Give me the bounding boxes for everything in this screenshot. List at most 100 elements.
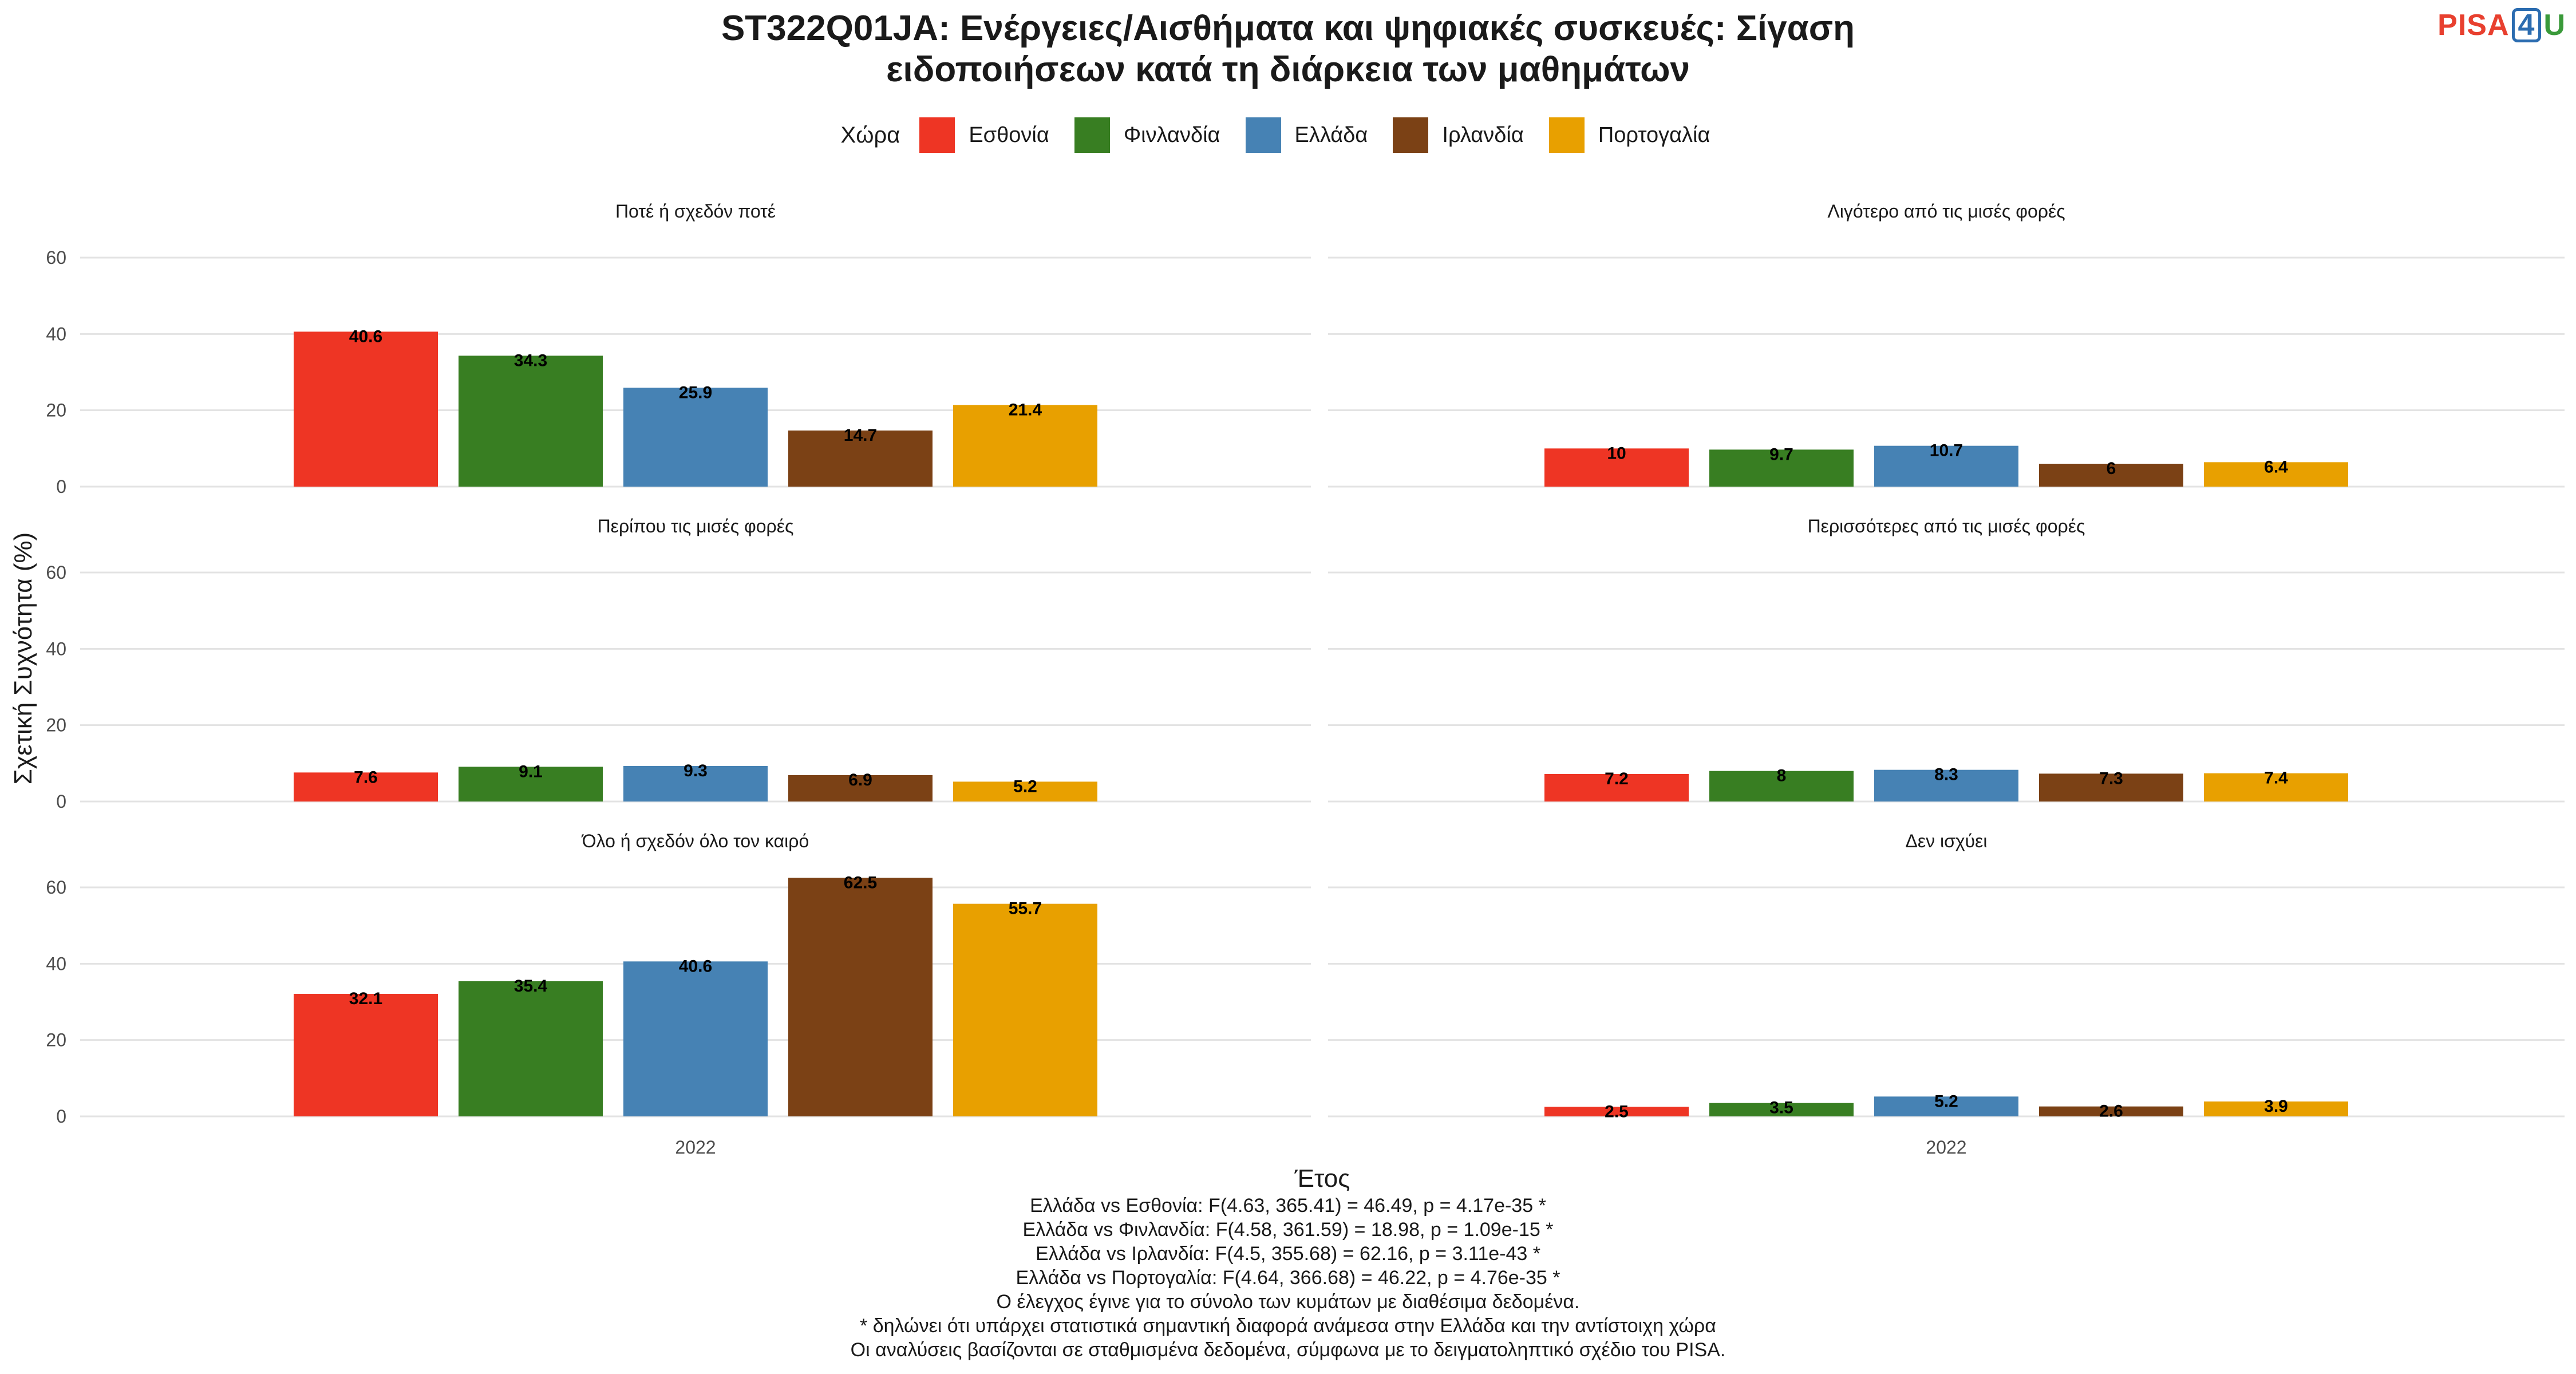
y-tick-label: 60 xyxy=(46,562,66,583)
y-tick-label: 40 xyxy=(46,638,66,659)
legend-item-1: Φινλανδία xyxy=(1074,117,1220,153)
y-tick-label: 60 xyxy=(46,247,66,268)
data-label: 40.6 xyxy=(679,957,712,976)
bar-series-0 xyxy=(1544,774,1689,802)
legend-item-0: Εσθονία xyxy=(919,117,1049,153)
legend-swatch xyxy=(1074,117,1110,153)
data-label: 10.7 xyxy=(1930,441,1963,460)
y-tick-label: 20 xyxy=(46,400,66,421)
data-label: 62.5 xyxy=(844,873,877,892)
legend-title: Χώρα xyxy=(840,122,900,148)
data-label: 9.7 xyxy=(1769,445,1793,464)
legend-label: Πορτογαλία xyxy=(1598,123,1710,147)
legend-swatch xyxy=(919,117,955,153)
data-label: 9.1 xyxy=(519,762,543,781)
note-line: Οι αναλύσεις βασίζονται σε σταθμισμένα δ… xyxy=(850,1339,1726,1361)
data-label: 32.1 xyxy=(349,989,382,1008)
y-tick-label: 20 xyxy=(46,1030,66,1051)
data-label: 25.9 xyxy=(679,383,712,402)
data-label: 55.7 xyxy=(1009,899,1042,918)
data-label: 7.3 xyxy=(2099,769,2123,788)
bar-series-3 xyxy=(788,878,933,1116)
x-tick-label: 2022 xyxy=(1926,1137,1966,1158)
bar-series-2 xyxy=(623,961,768,1116)
bar-series-4 xyxy=(2204,1101,2348,1116)
y-tick-label: 20 xyxy=(46,715,66,736)
data-label: 3.9 xyxy=(2264,1097,2288,1116)
panel-title: Περίπου τις μισές φορές xyxy=(598,516,794,536)
panel-title: Περισσότερες από τις μισές φορές xyxy=(1808,516,2085,536)
bar-series-2 xyxy=(1874,1096,2018,1116)
y-tick-label: 0 xyxy=(56,476,66,497)
legend-item-4: Πορτογαλία xyxy=(1548,117,1710,153)
note-line: Ελλάδα vs Εσθονία: F(4.63, 365.41) = 46.… xyxy=(1030,1195,1546,1217)
chart-title: ST322Q01JA: Ενέργειες/Αισθήματα και ψηφι… xyxy=(315,8,2261,90)
legend-label: Ελλάδα xyxy=(1294,123,1368,147)
bar-series-3 xyxy=(2039,773,2183,802)
bar-series-1 xyxy=(459,356,603,487)
panel-title: Όλο ή σχεδόν όλο τον καιρό xyxy=(581,831,809,851)
bar-series-4 xyxy=(953,405,1097,487)
legend-swatch xyxy=(1393,117,1429,153)
data-label: 7.4 xyxy=(2264,769,2288,788)
bar-series-3 xyxy=(788,431,933,487)
data-label: 40.6 xyxy=(349,327,382,346)
bar-series-4 xyxy=(2204,462,2348,487)
data-label: 34.3 xyxy=(514,351,547,370)
y-axis-title: Σχετική Συχνότητα (%) xyxy=(9,532,37,785)
bar-series-0 xyxy=(294,994,438,1116)
bar-series-3 xyxy=(2039,1106,2183,1116)
data-label: 9.3 xyxy=(683,761,708,780)
bar-series-1 xyxy=(1709,771,1854,802)
data-label: 6.9 xyxy=(848,771,872,789)
bar-series-0 xyxy=(1544,1107,1689,1116)
data-label: 5.2 xyxy=(1934,1092,1958,1111)
data-label: 21.4 xyxy=(1009,400,1042,419)
note-line: Ελλάδα vs Πορτογαλία: F(4.64, 366.68) = … xyxy=(1016,1267,1560,1289)
bar-series-0 xyxy=(294,331,438,487)
bar-series-4 xyxy=(2204,773,2348,802)
data-label: 7.2 xyxy=(1605,769,1629,788)
bar-series-1 xyxy=(459,981,603,1116)
data-label: 6.4 xyxy=(2264,457,2288,476)
data-label: 6 xyxy=(2107,459,2116,478)
legend-label: Ιρλανδία xyxy=(1442,123,1524,147)
bar-series-4 xyxy=(953,903,1097,1116)
legend-item-2: Ελλάδα xyxy=(1245,117,1368,153)
pisa4u-logo: PISA 4 U xyxy=(2437,8,2566,42)
note-line: Ελλάδα vs Φινλανδία: F(4.58, 361.59) = 1… xyxy=(1022,1219,1554,1241)
chart-notes: Ελλάδα vs Εσθονία: F(4.63, 365.41) = 46.… xyxy=(0,1194,2576,1362)
data-label: 5.2 xyxy=(1013,777,1037,796)
bar-series-1 xyxy=(1709,1103,1854,1116)
bar-series-3 xyxy=(2039,464,2183,487)
bar-series-2 xyxy=(1874,445,2018,487)
panel-title: Ποτέ ή σχεδόν ποτέ xyxy=(615,201,776,222)
legend-swatch xyxy=(1548,117,1585,153)
legend-label: Φινλανδία xyxy=(1123,123,1220,147)
note-line: Ελλάδα vs Ιρλανδία: F(4.5, 355.68) = 62.… xyxy=(1036,1243,1540,1265)
data-label: 8.3 xyxy=(1934,765,1958,784)
note-line: * δηλώνει ότι υπάρχει στατιστικά σημαντι… xyxy=(860,1315,1716,1337)
bar-series-2 xyxy=(623,388,768,487)
note-line: Ο έλεγχος έγινε για το σύνολο των κυμάτω… xyxy=(996,1291,1580,1313)
data-label: 3.5 xyxy=(1769,1099,1793,1118)
data-label: 2.6 xyxy=(2099,1102,2123,1121)
y-tick-label: 40 xyxy=(46,953,66,974)
data-label: 8 xyxy=(1777,767,1787,785)
panel-title: Δεν ισχύει xyxy=(1905,831,1987,851)
legend-item-3: Ιρλανδία xyxy=(1393,117,1524,153)
bar-series-0 xyxy=(294,772,438,802)
chart-legend: Χώρα Εσθονία Φινλανδία Ελλάδα Ιρλανδία Πορτο… xyxy=(0,117,2576,153)
chart-title-line-2: ειδοποιήσεων κατά τη διάρκεια των μαθημά… xyxy=(886,50,1690,89)
bar-series-2 xyxy=(623,766,768,802)
legend-label: Εσθονία xyxy=(969,123,1049,147)
data-label: 14.7 xyxy=(844,426,877,445)
data-label: 2.5 xyxy=(1605,1102,1629,1121)
data-label: 10 xyxy=(1607,444,1626,463)
bar-series-3 xyxy=(788,775,933,802)
y-tick-label: 0 xyxy=(56,1106,66,1127)
bar-series-1 xyxy=(1709,449,1854,487)
legend-swatch xyxy=(1245,117,1281,153)
data-label: 35.4 xyxy=(514,977,548,996)
y-tick-label: 40 xyxy=(46,323,66,344)
